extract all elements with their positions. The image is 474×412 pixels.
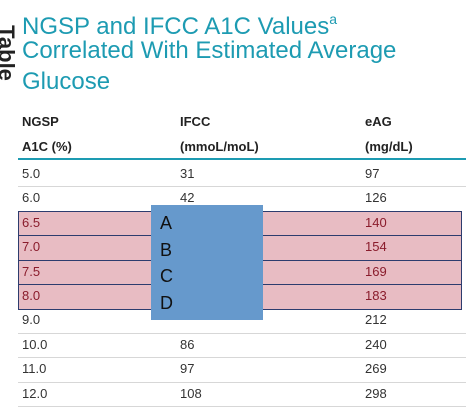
header-rule	[18, 158, 466, 160]
column-header: A1C (%)	[22, 139, 72, 154]
row-separator	[18, 332, 466, 334]
table-cell: 108	[180, 385, 202, 401]
overlay-box	[151, 205, 263, 320]
table-cell: 9.0	[22, 312, 41, 328]
table-cell: 6.5	[22, 214, 41, 230]
table-cell: 12.0	[22, 385, 48, 401]
table-cell: 169	[365, 263, 387, 279]
title-superscript: a	[329, 11, 338, 27]
row-separator	[18, 381, 466, 383]
table-cell: 240	[365, 336, 387, 352]
overlay-label: B	[160, 239, 173, 260]
table-cell: 140	[365, 214, 387, 230]
table-cell: 269	[365, 361, 387, 377]
side-label: Table	[0, 25, 19, 81]
table-cell: 126	[365, 190, 387, 206]
table-cell: 97	[365, 166, 380, 181]
table-cell: 5.0	[22, 166, 41, 181]
title-line: Correlated With Estimated Average	[22, 37, 397, 64]
overlay-label: C	[160, 266, 173, 286]
column-header: (mmoL/moL)	[180, 139, 259, 154]
column-header: IFCC	[180, 114, 211, 129]
column-header: eAG	[365, 114, 392, 129]
table-cell: 97	[180, 361, 195, 377]
table-cell: 7.0	[22, 239, 41, 255]
table-cell: 86	[180, 336, 195, 352]
table-cell: 6.0	[22, 190, 41, 206]
column-header: NGSP	[22, 114, 59, 129]
table-cell: 10.0	[22, 336, 48, 352]
title-text: NGSP and IFCC A1C Values	[22, 13, 330, 40]
title-line: Glucose	[22, 68, 111, 95]
table-cell: 42	[180, 190, 195, 206]
table-cell: 212	[365, 312, 387, 328]
table-cell: 11.0	[22, 361, 47, 377]
table-cell: 8.0	[22, 288, 41, 303]
title-line: NGSP and IFCC A1C Valuesa	[22, 4, 337, 42]
overlay-label: D	[160, 292, 173, 313]
row-separator	[18, 357, 466, 359]
table-cell: 7.5	[22, 263, 41, 279]
overlay-label: A	[160, 213, 173, 233]
row-separator	[18, 186, 466, 188]
table-cell: 154	[365, 239, 387, 255]
column-header: (mg/dL)	[365, 139, 413, 154]
row-separator	[18, 406, 466, 407]
table-cell: 183	[365, 288, 387, 303]
table-cell: 298	[365, 385, 387, 401]
table-cell: 31	[180, 166, 195, 181]
